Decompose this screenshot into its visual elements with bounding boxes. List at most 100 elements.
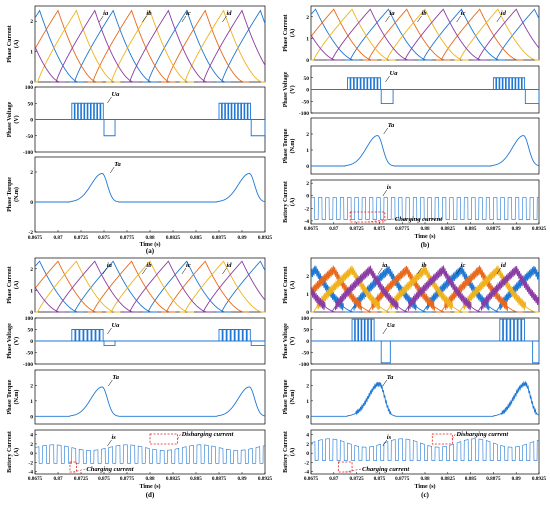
- chart-caption: (c): [421, 491, 429, 499]
- negative-pulse: [103, 341, 116, 347]
- y-tick-label: 100: [25, 85, 34, 91]
- label-arrow: [496, 15, 501, 23]
- curve-label: Ua: [111, 322, 120, 329]
- series-id: [34, 46, 66, 83]
- negative-pulse: [250, 341, 266, 347]
- y-tick-label: 1: [30, 288, 33, 294]
- x-axis-label: Time (s): [414, 233, 435, 240]
- pwm-pulses: [351, 318, 375, 342]
- y-tick-label: 2: [30, 170, 33, 176]
- x-tick-label: 0.87: [53, 235, 62, 241]
- curve-label: Ua: [387, 322, 396, 329]
- y-tick-label: 0: [30, 310, 33, 316]
- negative-pulse: [524, 89, 540, 105]
- annotation-box: [69, 461, 77, 473]
- curve-label: ic: [186, 10, 191, 17]
- y-axis-label: Phase Torque: [283, 379, 289, 414]
- y-tick-label: 1: [306, 399, 309, 405]
- series-ia: [34, 260, 84, 313]
- x-tick-label: 0.8825: [441, 476, 456, 482]
- label-arrow: [417, 267, 422, 275]
- negative-pulse: [532, 341, 540, 364]
- y-tick-label: -100: [299, 362, 309, 368]
- y-axis-label: (V): [13, 115, 20, 123]
- x-tick-label: 0.8925: [532, 226, 547, 232]
- curve-label: ic: [461, 10, 466, 17]
- y-tick-label: -100: [23, 362, 33, 368]
- y-axis-label: (A): [289, 29, 296, 37]
- series-ib: [363, 265, 451, 313]
- label-arrow: [383, 127, 388, 135]
- y-tick-label: -50: [302, 351, 310, 357]
- x-tick-label: 0.885: [465, 476, 477, 482]
- curve-label: ib: [146, 10, 152, 17]
- annotation-box: [431, 433, 453, 445]
- series-id: [34, 286, 66, 313]
- y-axis-label: (A): [13, 448, 20, 456]
- y-axis-label: Phase Current: [283, 266, 289, 303]
- y-tick-label: 0: [306, 339, 309, 345]
- chart-a: 2 1 0 Phase Current (A) ia ib ic id 100 50 0 -50 -100…: [7, 5, 273, 255]
- subplot-voltage: 50 0 -50 -100 Phase Voltage (V) Ua: [283, 65, 540, 117]
- battery-current: [310, 438, 540, 461]
- label-arrow: [109, 166, 115, 174]
- series-ib: [161, 260, 250, 313]
- y-tick-label: 100: [25, 316, 34, 322]
- y-tick-label: -100: [299, 111, 309, 117]
- x-tick-label: 0.875: [374, 226, 386, 232]
- series-id: [310, 34, 341, 61]
- curve-label: ib: [146, 262, 152, 269]
- curve-label: id: [226, 262, 232, 269]
- curve-label: id: [501, 262, 507, 269]
- y-tick-label: 0: [306, 451, 309, 457]
- y-tick-label: -50: [302, 99, 310, 105]
- y-tick-label: 0: [306, 310, 309, 316]
- y-axis-label: (V): [289, 85, 296, 93]
- curve-label: Ta: [114, 161, 121, 168]
- y-tick-label: 50: [304, 76, 310, 82]
- curve-label: ia: [107, 262, 113, 269]
- series-id: [326, 265, 414, 313]
- y-tick-label: 1: [30, 399, 33, 405]
- x-tick-label: 0.8825: [166, 476, 181, 482]
- subplot-current: 2 1 0 Phase Current (A) ia ib ic id: [7, 257, 266, 316]
- y-tick-label: -4: [28, 470, 33, 476]
- label-arrow: [98, 15, 104, 23]
- y-axis-label: (N.m): [13, 390, 20, 405]
- torque-curve: [35, 173, 266, 203]
- curve-label: Ta: [388, 122, 395, 129]
- series-id: [472, 266, 540, 313]
- battery-current: [311, 197, 539, 220]
- y-tick-label: -2: [28, 460, 33, 466]
- curve-label: Ua: [111, 91, 120, 98]
- series-ib: [436, 8, 524, 61]
- y-tick-label: -4: [304, 470, 309, 476]
- label-arrow: [496, 267, 501, 275]
- y-axis-label: Phase Voltage: [7, 323, 13, 359]
- x-tick-label: 0.885: [190, 476, 202, 482]
- y-tick-label: 0: [30, 451, 33, 457]
- y-axis-label: Battery Current: [283, 431, 289, 473]
- x-tick-label: 0.8875: [212, 235, 227, 241]
- pwm-pulses: [218, 329, 252, 342]
- annotation-leader: [177, 433, 181, 440]
- label-arrow: [107, 439, 112, 447]
- x-tick-label: 0.8875: [212, 476, 227, 482]
- series-ib: [34, 9, 102, 83]
- chart-caption: (d): [146, 491, 155, 499]
- series-ia: [34, 9, 84, 83]
- series-ic: [106, 9, 194, 83]
- y-tick-label: 4: [306, 433, 309, 439]
- plot-frame: [34, 156, 266, 233]
- x-tick-label: 0.8875: [486, 476, 501, 482]
- series-ib: [87, 260, 176, 313]
- series-ia: [142, 260, 231, 313]
- subplot-voltage: 100 50 0 -50 -100 Phase Voltage (V) Ua: [7, 85, 266, 156]
- label-arrow: [107, 96, 112, 104]
- series-ic: [35, 9, 121, 83]
- x-tick-label: 0.8775: [395, 476, 410, 482]
- series-id: [198, 260, 266, 313]
- y-tick-label: 2: [306, 383, 309, 389]
- series-ia: [69, 9, 158, 83]
